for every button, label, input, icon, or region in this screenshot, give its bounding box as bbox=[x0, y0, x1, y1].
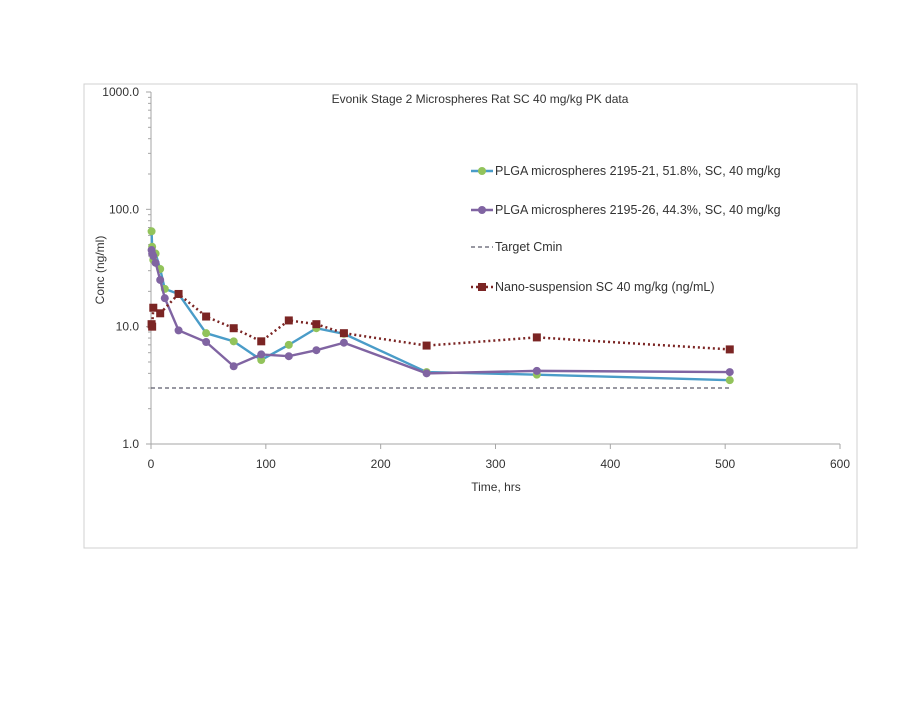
legend-marker bbox=[478, 206, 486, 214]
y-tick-label: 10.0 bbox=[116, 320, 140, 334]
data-point bbox=[339, 329, 348, 338]
y-axis-label: Conc (ng/ml) bbox=[93, 236, 107, 305]
data-point bbox=[151, 258, 160, 267]
data-point bbox=[257, 350, 266, 359]
x-tick-label: 600 bbox=[830, 457, 850, 471]
data-point bbox=[312, 320, 321, 329]
axes: 1.0 10.0 100.0 1000.0 0 100 200 300 400 500 600 bbox=[102, 85, 850, 471]
data-point bbox=[149, 252, 158, 261]
legend: PLGA microspheres 2195-21, 51.8%, SC, 40… bbox=[471, 164, 781, 294]
data-point bbox=[174, 326, 183, 335]
data-point bbox=[312, 346, 321, 355]
x-tick-label: 400 bbox=[600, 457, 620, 471]
data-point bbox=[156, 309, 165, 318]
data-point bbox=[174, 289, 183, 298]
x-axis-label: Time, hrs bbox=[471, 480, 521, 494]
data-point bbox=[202, 329, 211, 338]
y-tick-label: 1.0 bbox=[122, 437, 139, 451]
data-point bbox=[422, 341, 431, 350]
legend-marker bbox=[478, 283, 486, 291]
data-point bbox=[422, 369, 431, 378]
data-point bbox=[284, 340, 293, 349]
data-point bbox=[156, 275, 165, 284]
legend-entry-4: Nano-suspension SC 40 mg/kg (ng/mL) bbox=[471, 280, 715, 294]
data-point bbox=[148, 322, 157, 331]
legend-entry-1: PLGA microspheres 2195-21, 51.8%, SC, 40… bbox=[471, 164, 781, 178]
y-tick-label: 100.0 bbox=[109, 202, 139, 216]
data-point bbox=[532, 366, 541, 375]
chart-frame bbox=[83, 83, 858, 549]
data-point bbox=[725, 345, 734, 354]
data-point bbox=[725, 368, 734, 377]
data-point bbox=[284, 352, 293, 361]
data-point bbox=[147, 227, 156, 236]
data-point bbox=[229, 362, 238, 371]
y-tick-label: 1000.0 bbox=[102, 85, 139, 99]
x-tick-label: 100 bbox=[256, 457, 276, 471]
data-point bbox=[149, 303, 158, 312]
data-point bbox=[202, 312, 211, 321]
data-point bbox=[160, 294, 169, 303]
legend-label: Nano-suspension SC 40 mg/kg (ng/mL) bbox=[495, 280, 715, 294]
legend-marker bbox=[478, 167, 486, 175]
data-point bbox=[257, 355, 266, 364]
x-tick-label: 200 bbox=[371, 457, 391, 471]
series-4 bbox=[147, 289, 734, 354]
x-tick-label: 300 bbox=[485, 457, 505, 471]
data-point bbox=[339, 338, 348, 347]
x-tick-label: 500 bbox=[715, 457, 735, 471]
data-point bbox=[257, 337, 266, 346]
legend-entry-3: Target Cmin bbox=[471, 240, 562, 254]
x-tick-label: 0 bbox=[148, 457, 155, 471]
chart-title: Evonik Stage 2 Microspheres Rat SC 40 mg… bbox=[332, 92, 629, 106]
series-2 bbox=[147, 246, 734, 378]
series-layer bbox=[147, 227, 734, 389]
data-point bbox=[202, 338, 211, 347]
data-point bbox=[229, 324, 238, 333]
legend-label: Target Cmin bbox=[495, 240, 562, 254]
data-point bbox=[284, 316, 293, 325]
data-point bbox=[532, 333, 541, 342]
legend-entry-2: PLGA microspheres 2195-26, 44.3%, SC, 40… bbox=[471, 203, 781, 217]
data-point bbox=[725, 376, 734, 385]
legend-label: PLGA microspheres 2195-21, 51.8%, SC, 40… bbox=[495, 164, 781, 178]
data-point bbox=[229, 337, 238, 346]
legend-label: PLGA microspheres 2195-26, 44.3%, SC, 40… bbox=[495, 203, 781, 217]
